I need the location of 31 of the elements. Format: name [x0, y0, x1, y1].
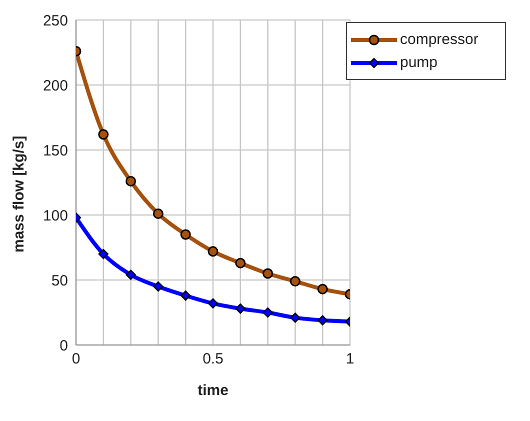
point	[98, 129, 109, 140]
y-tick-label: 100	[42, 207, 68, 224]
point	[208, 246, 218, 257]
point	[152, 208, 164, 219]
y-tick-label: 0	[60, 337, 68, 354]
legend-label: pump	[400, 54, 438, 71]
x-axis-title: time	[198, 382, 228, 399]
x-tick-label: 0.5	[202, 350, 224, 368]
x-tick-label: 0	[72, 350, 80, 368]
point	[235, 258, 246, 268]
point	[290, 312, 300, 323]
point	[180, 229, 191, 240]
point	[262, 268, 274, 279]
point	[262, 307, 273, 318]
y-tick-label: 200	[42, 77, 68, 94]
y-tick-label: 250	[42, 12, 68, 30]
y-tick-label: 50	[51, 272, 68, 290]
point	[126, 270, 136, 280]
point	[126, 176, 136, 186]
y-axis-title: mass flow [kg/s]	[10, 136, 28, 252]
point	[98, 248, 108, 260]
point	[153, 281, 164, 292]
point	[318, 315, 328, 326]
x-tick-label: 1	[346, 350, 354, 368]
point	[317, 284, 328, 294]
point	[180, 290, 191, 301]
point	[208, 298, 218, 308]
y-tick-label: 150	[42, 142, 68, 160]
point	[235, 304, 246, 314]
legend-label: compressor	[400, 31, 478, 48]
point	[290, 276, 300, 287]
